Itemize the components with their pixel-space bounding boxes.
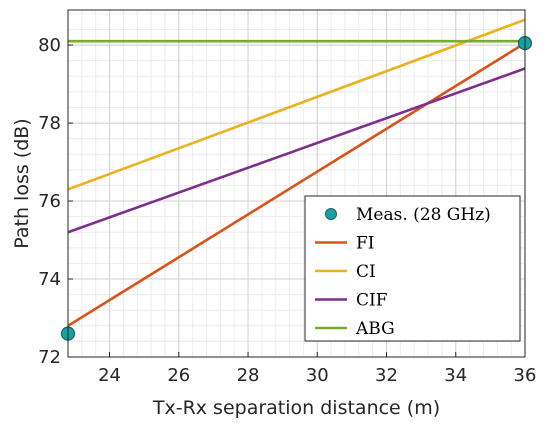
x-tick-label: 30 [306, 365, 329, 386]
y-tick-label: 78 [38, 113, 61, 134]
plot-frame [67, 9, 526, 358]
legend-marker-measurement [325, 208, 337, 220]
x-tick-label: 36 [514, 365, 537, 386]
series-lines [67, 18, 526, 327]
legend: Meas. (28 GHz) FI CI CIF ABG [304, 195, 521, 342]
legend-box [304, 195, 521, 342]
y-tick-label: 76 [38, 191, 61, 212]
x-tick-label: 28 [237, 365, 260, 386]
x-axis-label: Tx-Rx separation distance (m) [152, 397, 440, 419]
legend-label-ci: CI [356, 262, 376, 282]
series-line-ci [67, 18, 526, 191]
x-tick-label: 26 [167, 365, 190, 386]
x-tick-label: 34 [444, 365, 467, 386]
series-line-cif [67, 67, 526, 234]
legend-label-cif: CIF [356, 291, 388, 311]
axis-ticks: 24 26 28 30 32 34 36 72 74 76 78 80 [38, 35, 536, 386]
x-tick-label: 24 [98, 365, 121, 386]
series-line-fi [67, 42, 526, 327]
y-axis-label: Path loss (dB) [11, 118, 33, 248]
legend-label-abg: ABG [355, 319, 395, 339]
legend-label-fi: FI [356, 234, 375, 254]
legend-label-measurement: Meas. (28 GHz) [356, 205, 491, 225]
x-tick-label: 32 [375, 365, 398, 386]
y-tick-label: 72 [38, 347, 61, 368]
y-tick-label: 74 [38, 269, 61, 290]
y-tick-label: 80 [38, 35, 61, 56]
